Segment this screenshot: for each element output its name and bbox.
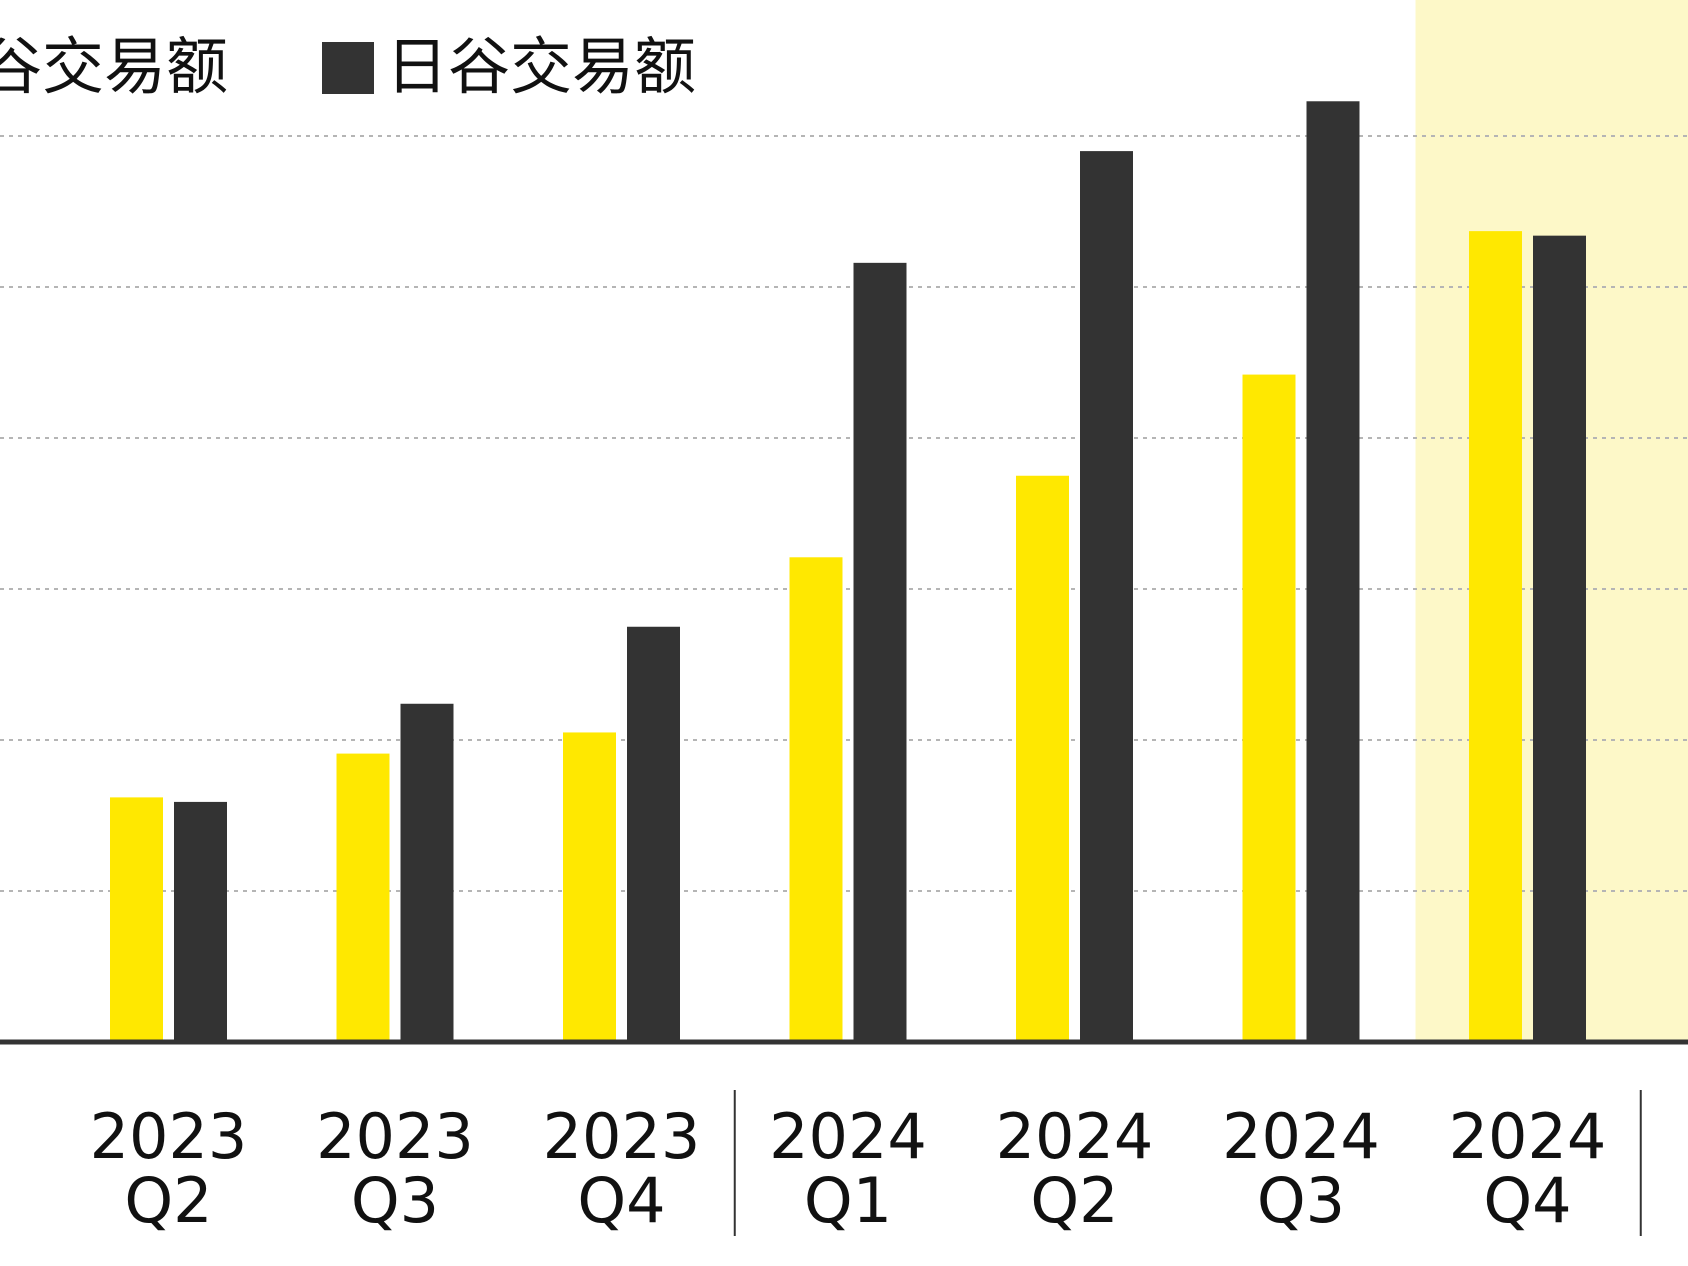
bar-dark-5 xyxy=(1080,151,1133,1043)
x-tick-year: 2024 xyxy=(1222,1100,1380,1173)
x-tick-quarter: Q3 xyxy=(1257,1164,1345,1237)
year-dividers xyxy=(733,1090,1642,1236)
x-tick-quarter: Q4 xyxy=(1483,1164,1571,1237)
bar-yellow-4 xyxy=(789,557,843,1042)
bar-yellow-3 xyxy=(563,732,616,1042)
bars xyxy=(110,101,1586,1043)
bar-dark-4 xyxy=(853,262,907,1043)
bar-yellow-2 xyxy=(336,753,390,1042)
bar-yellow-1 xyxy=(110,797,163,1042)
gridlines xyxy=(0,135,1688,892)
x-tick-quarter: Q1 xyxy=(804,1164,892,1237)
bar-dark-1 xyxy=(174,801,227,1042)
legend: 谷交易额 日谷交易额 xyxy=(0,30,696,103)
bar-dark-3 xyxy=(627,626,680,1042)
bar-yellow-6 xyxy=(1242,374,1296,1043)
x-tick-year: 2023 xyxy=(316,1100,474,1173)
legend-label-dark: 日谷交易额 xyxy=(386,30,696,103)
bar-dark-2 xyxy=(400,703,454,1042)
x-tick-year: 2023 xyxy=(543,1100,701,1173)
bar-dark-7 xyxy=(1533,235,1586,1042)
x-tick-year: 2024 xyxy=(1449,1100,1607,1173)
x-tick-quarter: Q3 xyxy=(351,1164,439,1237)
x-tick-quarter: Q4 xyxy=(577,1164,665,1237)
legend-swatch-dark xyxy=(322,42,374,94)
legend-label-yellow: 谷交易额 xyxy=(0,30,228,103)
x-tick-year: 2024 xyxy=(996,1100,1154,1173)
x-tick-quarter: Q2 xyxy=(1030,1164,1118,1237)
x-tick-year: 2024 xyxy=(769,1100,927,1173)
x-axis-labels: 32023Q22023Q32023Q42024Q12024Q22024Q3202… xyxy=(90,1100,1607,1237)
x-tick-quarter: Q2 xyxy=(124,1164,212,1237)
bar-dark-6 xyxy=(1306,101,1360,1042)
x-tick-year: 2023 xyxy=(90,1100,248,1173)
bar-yellow-5 xyxy=(1016,475,1069,1042)
bar-yellow-7 xyxy=(1469,231,1522,1042)
